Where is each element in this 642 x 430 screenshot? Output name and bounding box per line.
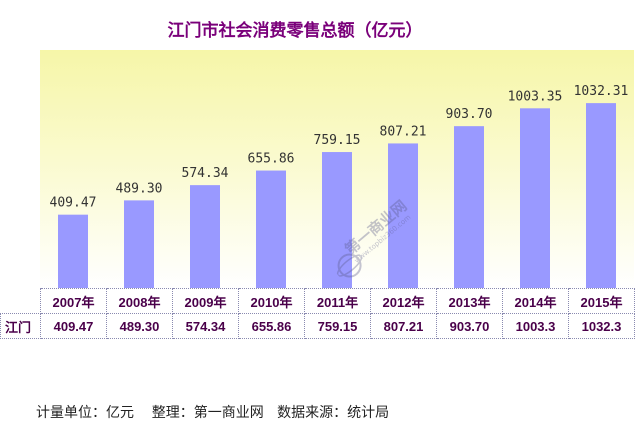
bar-6 <box>454 126 484 288</box>
category-label-7: 2014年 <box>502 288 569 314</box>
table-value-3: 655.86 <box>238 313 305 339</box>
category-label-2: 2009年 <box>172 288 239 314</box>
table-corner-cell <box>0 288 41 314</box>
bar-2 <box>190 185 220 288</box>
plot-area: 409.47 489.30 574.34 655.86 759.15 807.21 903.… <box>40 50 634 288</box>
category-label-5: 2012年 <box>370 288 437 314</box>
data-label-5: 807.21 <box>380 124 427 139</box>
bar-chart: 409.47 489.30 574.34 655.86 759.15 807.21 903.… <box>50 84 629 288</box>
data-label-4: 759.15 <box>314 133 361 148</box>
data-label-3: 655.86 <box>248 152 295 167</box>
category-label-6: 2013年 <box>436 288 503 314</box>
category-label-3: 2010年 <box>238 288 305 314</box>
table-value-2: 574.34 <box>172 313 239 339</box>
watermark: 第一商业网 www.topbiz360.com <box>309 170 445 302</box>
bar-1 <box>124 200 154 288</box>
series-name-cell: 江门 <box>0 313 41 339</box>
bar-4 <box>322 152 352 288</box>
table-header-row: 2007年 2008年 2009年 2010年 2011年 2012年 2013年 2014年… <box>0 288 635 314</box>
chart-title: 江门市社会消费零售总额（亿元） <box>167 21 423 41</box>
table-value-5: 807.21 <box>370 313 437 339</box>
bar-3 <box>256 170 286 288</box>
table-value-7: 1003.3 <box>502 313 569 339</box>
data-label-6: 903.70 <box>446 107 493 122</box>
bar-5 <box>388 143 418 288</box>
table-row: 江门 409.47 489.30 574.34 655.86 759.15 807.21 9… <box>0 313 635 339</box>
table-value-0: 409.47 <box>40 313 107 339</box>
bar-0 <box>58 214 88 288</box>
data-label-0: 409.47 <box>50 196 97 211</box>
data-label-2: 574.34 <box>182 166 229 181</box>
bar-8 <box>586 103 616 288</box>
table-value-4: 759.15 <box>304 313 371 339</box>
bar-7 <box>520 108 550 288</box>
category-label-0: 2007年 <box>40 288 107 314</box>
category-label-1: 2008年 <box>106 288 173 314</box>
data-label-7: 1003.35 <box>508 89 563 104</box>
table-value-6: 903.70 <box>436 313 503 339</box>
category-label-8: 2015年 <box>568 288 635 314</box>
table-value-1: 489.30 <box>106 313 173 339</box>
data-label-1: 489.30 <box>116 181 163 196</box>
data-label-8: 1032.31 <box>574 84 629 99</box>
table-value-8: 1032.3 <box>568 313 635 339</box>
data-table: 2007年 2008年 2009年 2010年 2011年 2012年 2013年 2014年… <box>0 288 635 339</box>
globe-icon <box>336 253 363 278</box>
footer-note: 计量单位：亿元 整理：第一商业网 数据来源：统计局 <box>36 405 390 421</box>
